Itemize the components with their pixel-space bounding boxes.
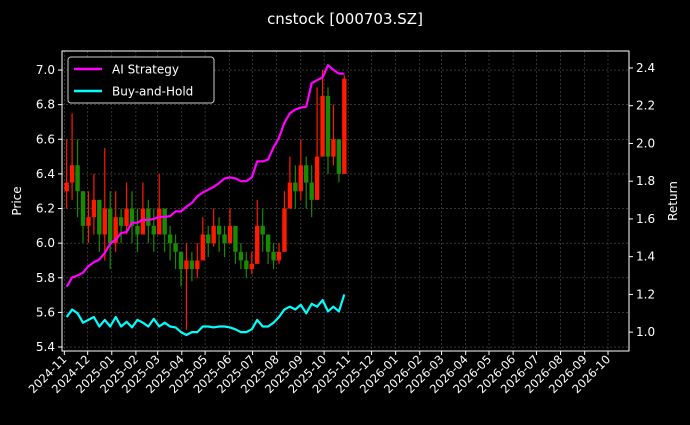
legend-label-ai-strategy: AI Strategy <box>112 63 179 77</box>
y-tick-label-right: 1.6 <box>636 212 655 226</box>
candle-body <box>342 78 347 174</box>
candle-body <box>102 208 107 235</box>
candle-body <box>227 225 233 244</box>
candle-body <box>189 260 195 270</box>
candle-body <box>69 165 75 183</box>
candle-body <box>276 251 282 261</box>
candle-body <box>287 182 293 209</box>
candle-body <box>249 263 254 270</box>
y-axis-label-left: Price <box>10 186 24 215</box>
candle-body <box>211 225 216 244</box>
candle-body <box>260 225 265 235</box>
y-tick-label-left: 6.6 <box>36 132 55 146</box>
candle-body <box>97 199 102 235</box>
candle-body <box>140 208 146 235</box>
candle-body <box>64 182 69 192</box>
candle-body <box>282 208 287 252</box>
y-tick-label-right: 1.8 <box>636 174 655 188</box>
candle-body <box>151 225 156 235</box>
candle-body <box>216 225 222 235</box>
candle-body <box>244 260 249 270</box>
candle-body <box>314 156 320 200</box>
candle-body <box>255 225 260 264</box>
candle-body <box>80 191 86 226</box>
candle-body <box>124 208 129 226</box>
y-tick-label-right: 1.0 <box>636 325 655 339</box>
candle-body <box>271 251 276 261</box>
y-tick-label-right: 1.4 <box>636 250 655 264</box>
legend: AI Strategy Buy-and-Hold <box>67 56 215 104</box>
candle-body <box>309 182 314 200</box>
candle-body <box>331 139 336 157</box>
candle-body <box>304 165 309 183</box>
candle-body <box>162 208 167 235</box>
y-tick-label-left: 5.6 <box>36 305 55 319</box>
candle-body <box>336 139 342 174</box>
candle-body <box>167 234 173 244</box>
y-tick-label-left: 5.4 <box>36 340 55 354</box>
candle-body <box>298 165 303 192</box>
candle-body <box>135 225 140 235</box>
candle-body <box>113 217 118 244</box>
candle-body <box>195 260 200 270</box>
y-axis-label-right: Return <box>666 181 680 221</box>
candle-body <box>233 225 238 252</box>
candle-body <box>75 165 80 192</box>
y-tick-label-left: 5.8 <box>36 271 55 285</box>
legend-label-buy-and-hold: Buy-and-Hold <box>112 85 193 99</box>
price-candles <box>64 70 347 330</box>
candle-body <box>184 260 189 270</box>
candle-body <box>206 234 211 244</box>
y-tick-label-left: 6.0 <box>36 236 55 250</box>
candle-body <box>146 208 151 226</box>
y-tick-label-right: 1.2 <box>636 287 655 301</box>
candle-body <box>200 234 205 261</box>
series-line-ai-strategy <box>65 64 345 288</box>
candle-body <box>91 199 97 218</box>
candle-body <box>222 234 227 244</box>
candle-body <box>129 208 135 226</box>
series-line-buy-and-hold <box>65 294 346 337</box>
candle-body <box>293 182 298 192</box>
y-tick-label-right: 2.0 <box>636 136 655 150</box>
candle-body <box>108 208 113 244</box>
candle-body <box>86 217 91 226</box>
candle-body <box>178 251 184 270</box>
candle-body <box>265 234 271 252</box>
candle-body <box>325 96 331 157</box>
y-tick-label-left: 6.2 <box>36 202 55 216</box>
chart-title: cnstock [000703.SZ] <box>267 10 423 28</box>
candle-body <box>238 251 244 261</box>
candle-body <box>157 208 162 235</box>
y-tick-label-right: 2.4 <box>636 61 655 75</box>
y-tick-label-right: 2.2 <box>636 99 655 113</box>
y-tick-label-left: 7.0 <box>36 63 55 77</box>
y-tick-label-left: 6.8 <box>36 98 55 112</box>
legend-box <box>67 56 215 104</box>
candle-body <box>320 96 325 157</box>
return-lines <box>65 64 346 337</box>
y-tick-label-left: 6.4 <box>36 167 55 181</box>
plot-frame <box>61 50 630 352</box>
candle-body <box>173 243 178 252</box>
candle-body <box>118 217 124 226</box>
